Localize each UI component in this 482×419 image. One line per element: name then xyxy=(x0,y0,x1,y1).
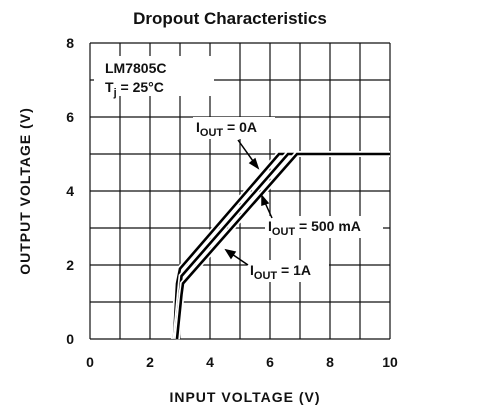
x-tick-label: 4 xyxy=(206,354,214,370)
annotation-bg xyxy=(265,216,383,238)
x-tick-label: 6 xyxy=(266,354,274,370)
part-number: LM7805C xyxy=(105,60,166,76)
annotation-rest: = 1A xyxy=(277,262,311,278)
annotation: IOUT = 0A xyxy=(196,119,257,139)
annotation: IOUT = 500 mA xyxy=(268,218,361,238)
annotation-text: I xyxy=(196,119,200,135)
annotation-sub: OUT xyxy=(272,226,296,238)
y-tick-label: 4 xyxy=(66,183,74,199)
x-tick-label: 8 xyxy=(326,354,334,370)
x-tick-label: 2 xyxy=(146,354,154,370)
series-line xyxy=(175,152,390,340)
annotation-text: I xyxy=(250,262,254,278)
annotation-text: I xyxy=(268,218,272,234)
condition-text: T xyxy=(105,79,114,95)
condition-sub: j xyxy=(113,87,117,99)
annotation-bg xyxy=(193,117,275,139)
chart-title: Dropout Characteristics xyxy=(133,9,327,28)
annotation-sub: OUT xyxy=(254,270,278,282)
annotation-sub: OUT xyxy=(200,127,224,139)
y-tick-label: 6 xyxy=(66,109,74,125)
x-axis-label: INPUT VOLTAGE (V) xyxy=(169,389,320,405)
y-tick-label: 2 xyxy=(66,257,74,273)
y-tick-label: 0 xyxy=(66,331,74,347)
condition: Tj = 25°C xyxy=(105,79,164,99)
condition-rest: = 25°C xyxy=(117,79,164,95)
x-tick-label: 0 xyxy=(86,354,94,370)
label-box xyxy=(94,56,214,96)
annotation: IOUT = 1A xyxy=(250,262,311,282)
annotation-rest: = 500 mA xyxy=(295,218,361,234)
y-axis-label: OUTPUT VOLTAGE (V) xyxy=(17,107,33,275)
arrows xyxy=(224,139,273,266)
y-tick-label: 8 xyxy=(66,35,74,51)
series-line xyxy=(174,152,390,340)
annotation-bg xyxy=(247,260,329,282)
x-tick-label: 10 xyxy=(382,354,398,370)
annotation-rest: = 0A xyxy=(223,119,257,135)
